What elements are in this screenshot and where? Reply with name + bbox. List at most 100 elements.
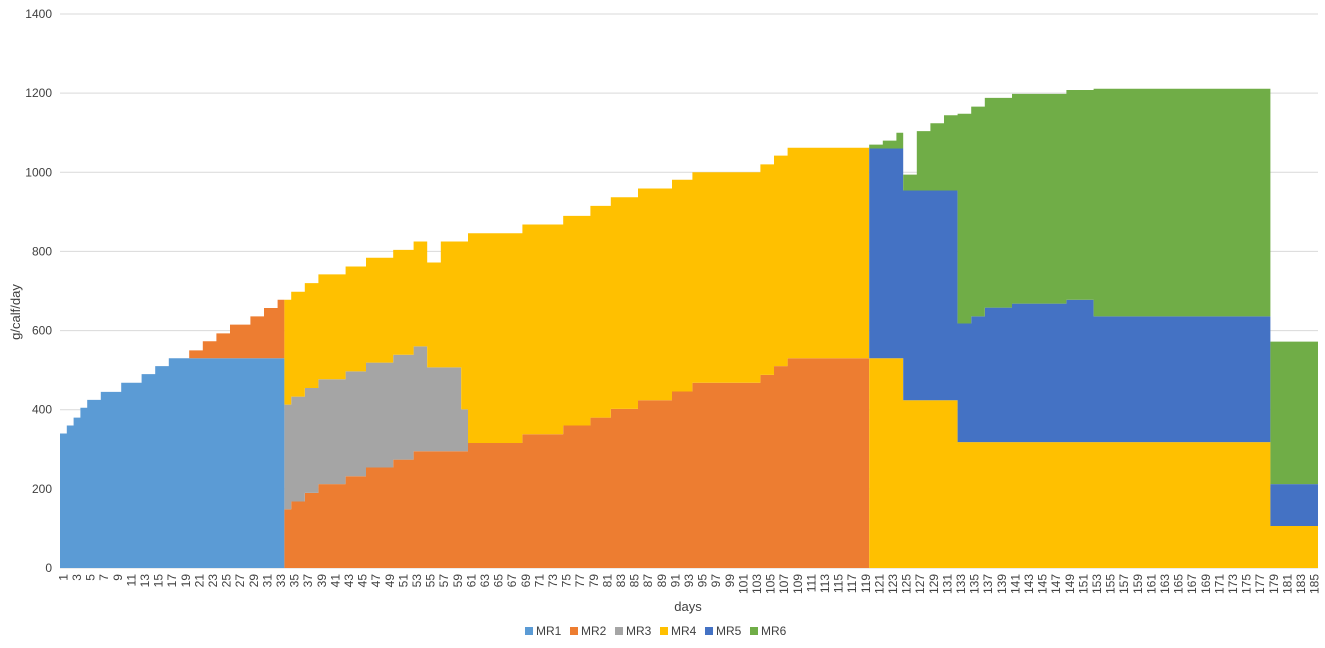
x-tick-label: 157 [1117,574,1131,594]
x-axis-title: days [674,599,702,614]
x-tick-label: 61 [464,574,478,588]
legend: MR1 MR2 MR3 MR4 MR5 MR6 [525,624,787,638]
x-tick-label: 91 [668,574,682,588]
series-MR1 [60,358,1318,568]
x-tick-label: 163 [1158,574,1172,594]
x-tick-label: 123 [886,574,900,594]
y-tick-label: 800 [32,244,52,258]
x-tick-label: 175 [1240,574,1254,594]
x-tick-label: 165 [1172,574,1186,594]
x-tick-label: 49 [383,574,397,588]
area-MR4 [60,147,1318,568]
x-tick-label: 125 [900,574,914,594]
x-axis-ticks: 1 3 5 7 9 11 13 15 17 19 21 23 25 27 29 31 33 35 37 39 41 43 4… [56,574,1321,594]
y-tick-label: 1200 [25,86,52,100]
legend-swatch [705,627,713,635]
x-tick-label: 71 [532,574,546,588]
x-tick-label: 73 [546,574,560,588]
x-tick-label: 145 [1036,574,1050,594]
legend-label: MR1 [536,624,562,638]
x-tick-label: 43 [342,574,356,588]
x-tick-label: 45 [356,574,370,588]
x-tick-label: 139 [995,574,1009,594]
x-tick-label: 127 [913,574,927,594]
legend-swatch [570,627,578,635]
x-tick-label: 13 [138,574,152,588]
x-tick-label: 185 [1308,574,1322,594]
x-tick-label: 153 [1090,574,1104,594]
x-tick-label: 131 [940,574,954,594]
x-tick-label: 25 [220,574,234,588]
x-tick-label: 35 [288,574,302,588]
x-tick-label: 89 [655,574,669,588]
x-tick-label: 27 [233,574,247,588]
x-tick-label: 151 [1076,574,1090,594]
x-tick-label: 21 [192,574,206,588]
legend-swatch [615,627,623,635]
x-tick-label: 111 [804,574,818,593]
x-tick-label: 83 [614,574,628,588]
series-MR2 [60,299,1318,568]
x-tick-label: 31 [260,574,274,588]
x-tick-label: 63 [478,574,492,588]
x-tick-label: 79 [587,574,601,588]
x-tick-label: 37 [301,574,315,588]
x-tick-label: 117 [845,574,859,593]
y-tick-label: 0 [45,561,52,575]
x-tick-label: 65 [492,574,506,588]
x-tick-label: 17 [165,574,179,588]
x-tick-label: 137 [981,574,995,594]
x-tick-label: 101 [736,574,750,594]
x-tick-label: 167 [1185,574,1199,594]
y-tick-label: 600 [32,324,52,338]
x-tick-label: 159 [1131,574,1145,594]
area-MR6 [60,88,1318,485]
x-tick-label: 95 [696,574,710,588]
x-tick-label: 41 [328,574,342,588]
x-tick-label: 115 [832,574,846,593]
x-tick-label: 103 [750,574,764,594]
x-tick-label: 171 [1212,574,1226,594]
x-tick-label: 33 [274,574,288,588]
x-tick-label: 155 [1104,574,1118,594]
x-tick-label: 177 [1253,574,1267,594]
x-tick-label: 97 [709,574,723,588]
x-tick-label: 15 [152,574,166,588]
x-tick-label: 55 [424,574,438,588]
x-tick-label: 23 [206,574,220,588]
x-tick-label: 7 [97,574,111,581]
series-MR4 [60,147,1318,568]
x-tick-label: 69 [519,574,533,588]
x-tick-label: 3 [70,574,84,581]
y-axis-ticks: 0 200 400 600 800 1000 1200 1400 [25,7,52,575]
area-MR1 [60,358,1318,568]
x-tick-label: 183 [1294,574,1308,594]
series-MR3 [60,299,1318,568]
x-tick-label: 75 [560,574,574,588]
legend-swatch [525,627,533,635]
y-axis-title: g/calf/day [8,284,23,340]
legend-label: MR3 [626,624,652,638]
x-tick-label: 113 [818,574,832,593]
y-tick-label: 200 [32,482,52,496]
x-tick-label: 119 [859,574,873,593]
x-tick-label: 181 [1280,574,1294,594]
x-tick-label: 169 [1199,574,1213,594]
area-MR2 [60,299,1318,568]
x-tick-label: 129 [927,574,941,594]
plot-area [60,88,1318,568]
x-tick-label: 11 [124,574,138,587]
x-tick-label: 85 [628,574,642,588]
legend-label: MR5 [716,624,742,638]
series-MR5 [60,147,1318,527]
x-tick-label: 109 [791,574,805,594]
legend-swatch [660,627,668,635]
x-tick-label: 149 [1063,574,1077,594]
x-tick-label: 147 [1049,574,1063,594]
x-tick-label: 93 [682,574,696,588]
x-tick-label: 107 [777,574,791,594]
x-tick-label: 57 [437,574,451,588]
y-tick-label: 1000 [25,165,52,179]
y-tick-label: 400 [32,403,52,417]
